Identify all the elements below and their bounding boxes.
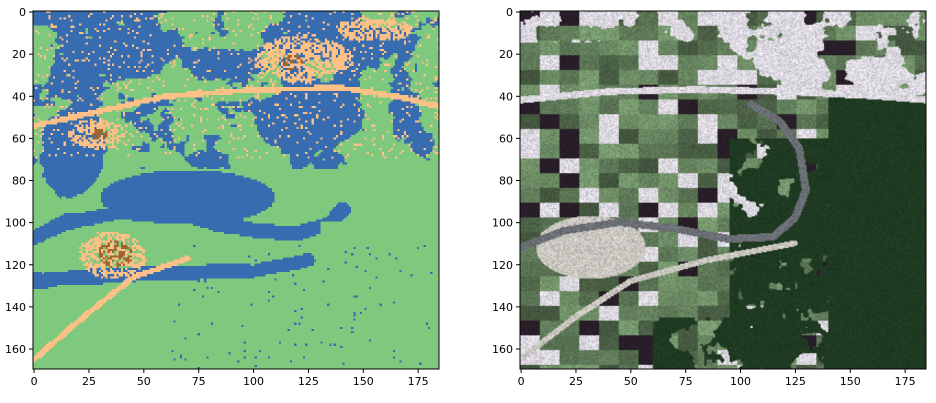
x-tick-label: 125 xyxy=(298,375,319,388)
x-tick-label: 25 xyxy=(82,375,96,388)
panel-classification: 0 25 50 75 100 125 150 175 0 20 40 60 80 100 120 140 16… xyxy=(5,6,440,388)
y-tick-label: 100 xyxy=(5,217,26,230)
y-tick-label: 100 xyxy=(492,217,513,230)
y-tick-label: 20 xyxy=(499,48,513,61)
axes-frame xyxy=(32,10,440,370)
x-tick-label: 0 xyxy=(518,375,525,388)
x-tick-label: 75 xyxy=(192,375,206,388)
x-tick-label: 150 xyxy=(840,375,861,388)
y-tick-label: 0 xyxy=(506,6,513,19)
y-axis: 0 20 40 60 80 100 120 140 160 xyxy=(492,6,520,356)
x-tick-label: 0 xyxy=(31,375,38,388)
y-tick-label: 140 xyxy=(492,301,513,314)
classification-map-image xyxy=(33,11,439,369)
y-tick-label: 160 xyxy=(5,343,26,356)
y-tick-label: 80 xyxy=(12,175,26,188)
y-tick-label: 120 xyxy=(492,259,513,272)
x-tick-label: 25 xyxy=(569,375,583,388)
x-tick-label: 175 xyxy=(895,375,916,388)
y-tick-label: 80 xyxy=(499,175,513,188)
y-tick-label: 60 xyxy=(12,132,26,145)
y-axis: 0 20 40 60 80 100 120 140 160 xyxy=(5,6,33,356)
x-axis: 0 25 50 75 100 125 150 175 xyxy=(518,369,916,388)
y-tick-label: 40 xyxy=(12,90,26,103)
x-tick-label: 50 xyxy=(624,375,638,388)
y-tick-label: 0 xyxy=(19,6,26,19)
x-tick-label: 75 xyxy=(679,375,693,388)
y-tick-label: 120 xyxy=(5,259,26,272)
x-tick-label: 150 xyxy=(353,375,374,388)
x-tick-label: 175 xyxy=(408,375,429,388)
x-tick-label: 50 xyxy=(137,375,151,388)
x-tick-label: 100 xyxy=(243,375,264,388)
panel-satellite: 0 25 50 75 100 125 150 175 0 20 40 60 80 100 120 140 16… xyxy=(492,6,927,388)
x-axis: 0 25 50 75 100 125 150 175 xyxy=(31,369,429,388)
y-tick-label: 40 xyxy=(499,90,513,103)
x-tick-label: 125 xyxy=(785,375,806,388)
y-tick-label: 140 xyxy=(5,301,26,314)
y-tick-label: 20 xyxy=(12,48,26,61)
y-tick-label: 160 xyxy=(492,343,513,356)
satellite-image xyxy=(520,11,926,369)
y-tick-label: 60 xyxy=(499,132,513,145)
axes-frame xyxy=(519,10,927,370)
x-tick-label: 100 xyxy=(730,375,751,388)
